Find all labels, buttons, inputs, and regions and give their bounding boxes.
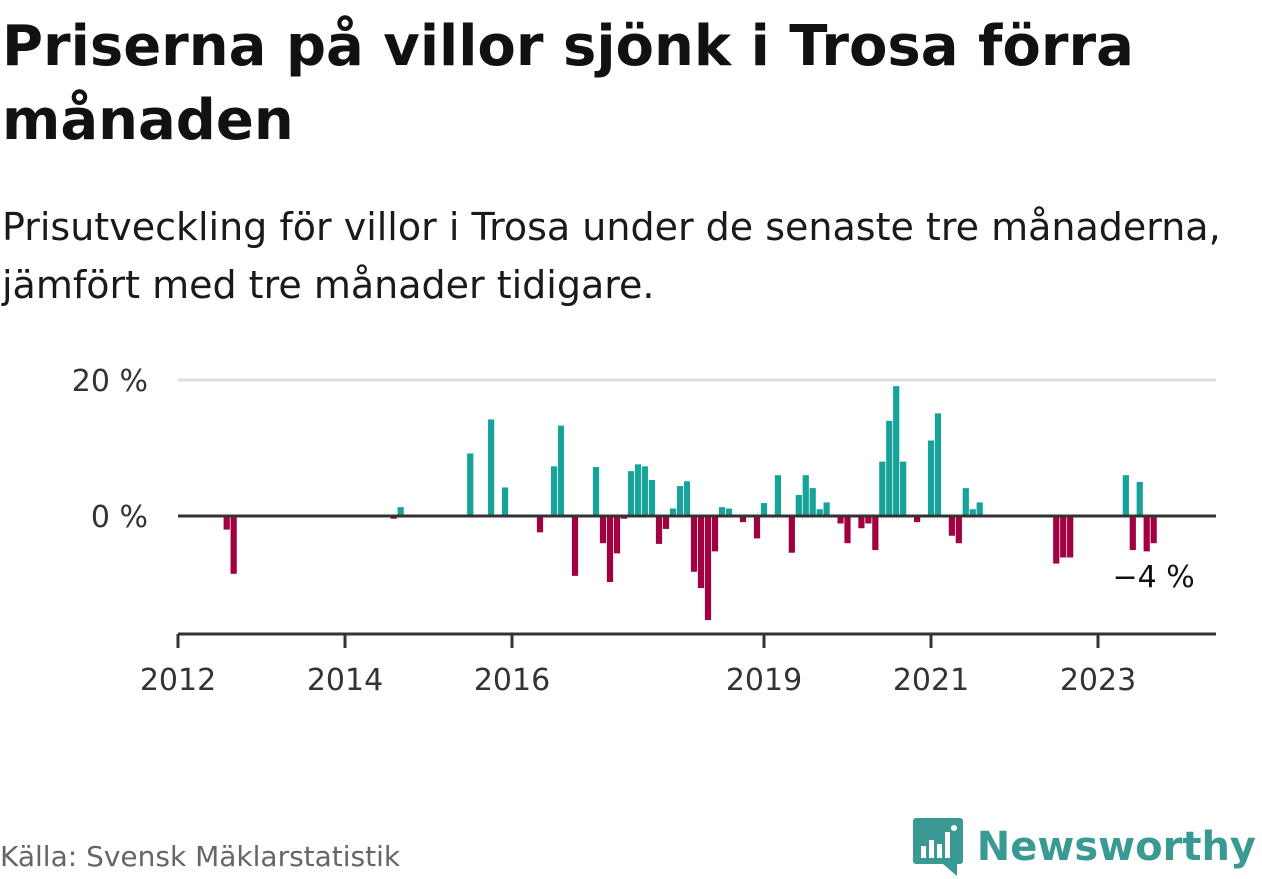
bar [550, 466, 558, 516]
x-tick-label: 2023 [1060, 663, 1136, 698]
bar [913, 516, 921, 523]
bar [934, 413, 942, 516]
bar [760, 503, 768, 516]
brand-name: Newsworthy [976, 824, 1256, 870]
bar [900, 461, 907, 516]
bar [1060, 516, 1067, 558]
newsworthy-logo-icon [912, 818, 963, 876]
bar [809, 488, 816, 516]
bar [927, 440, 935, 516]
bar [1053, 516, 1060, 564]
bar [704, 516, 712, 621]
bar [872, 516, 879, 550]
bar [697, 516, 705, 589]
grid-layer: 0 % 20 % [72, 364, 1216, 535]
brand-logo: Newsworthy [912, 818, 1256, 876]
bar [641, 466, 649, 516]
x-tick-label: 2021 [893, 663, 969, 698]
bar [976, 502, 983, 516]
y-tick-label: 0 % [91, 500, 148, 535]
bar [858, 516, 865, 529]
last-value-label: −4 % [1113, 560, 1195, 595]
bar [669, 508, 677, 516]
bar [1136, 482, 1143, 516]
bar [879, 461, 886, 516]
bar [599, 516, 607, 544]
bar [837, 516, 844, 524]
y-tick-label: 20 % [72, 364, 148, 399]
bar [662, 516, 670, 529]
bar [536, 516, 544, 533]
bar [753, 516, 761, 539]
bar [893, 386, 900, 516]
bar [676, 486, 684, 516]
bar [969, 509, 976, 516]
x-tick-label: 2019 [726, 663, 802, 698]
bar [397, 507, 404, 516]
bar-chart: 0 % 20 % 2012 2014 2016 2019 2021 2023 −4 % [72, 364, 1216, 698]
bar [690, 516, 698, 572]
bar [725, 508, 733, 516]
bar [592, 467, 600, 516]
bar [955, 516, 962, 544]
bar [655, 516, 663, 544]
bar [1150, 516, 1157, 544]
bar [711, 516, 719, 552]
bar [795, 494, 802, 516]
bar [648, 479, 656, 516]
x-tick-label: 2014 [307, 663, 383, 698]
bar [865, 516, 872, 524]
bar [613, 516, 621, 554]
bar [488, 419, 495, 516]
bar [844, 516, 851, 544]
chart-title: Priserna på villor sjönk i Trosa förra m… [2, 14, 1134, 153]
chart-subtitle: Prisutveckling för villor i Trosa under … [2, 205, 1221, 307]
bar [1129, 516, 1136, 550]
bar [571, 516, 579, 576]
bar [627, 471, 635, 516]
x-tick-label: 2016 [474, 663, 550, 698]
bar [816, 509, 823, 516]
bar [774, 475, 782, 516]
bar [948, 516, 955, 536]
bar [501, 487, 509, 516]
bars-layer [223, 386, 1157, 621]
axis-layer: 2012 2014 2016 2019 2021 2023 [140, 514, 1216, 698]
bar [1122, 475, 1129, 516]
bar [230, 516, 237, 574]
bar [634, 464, 642, 516]
bar [788, 516, 795, 553]
bar [962, 488, 969, 516]
bar [739, 516, 747, 523]
bar [886, 420, 893, 516]
bar [606, 516, 614, 582]
bar [1067, 516, 1074, 558]
bar [467, 453, 474, 516]
x-tick-label: 2012 [140, 663, 216, 698]
bar [557, 425, 565, 516]
bar [223, 516, 230, 530]
bar [718, 507, 726, 516]
source-note: Källa: Svensk Mäklarstatistik [0, 840, 401, 873]
bar [823, 502, 830, 516]
bar [1143, 516, 1150, 552]
bar [683, 481, 691, 516]
bar [802, 475, 809, 516]
